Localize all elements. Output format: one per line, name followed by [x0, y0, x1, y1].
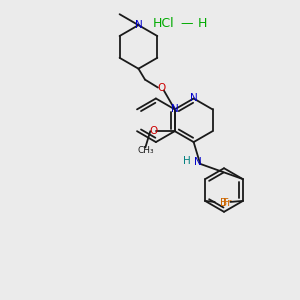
- Text: O: O: [158, 82, 166, 92]
- Text: H: H: [198, 17, 207, 30]
- Text: N: N: [190, 94, 197, 103]
- Text: CH₃: CH₃: [137, 146, 154, 155]
- Text: Br: Br: [220, 198, 231, 208]
- Text: N: N: [194, 157, 202, 167]
- Text: —: —: [180, 17, 193, 30]
- Text: H: H: [183, 156, 191, 166]
- Text: F: F: [223, 198, 228, 208]
- Text: N: N: [135, 20, 142, 30]
- Text: O: O: [149, 126, 158, 136]
- Text: N: N: [171, 104, 178, 114]
- Text: HCl: HCl: [153, 17, 175, 30]
